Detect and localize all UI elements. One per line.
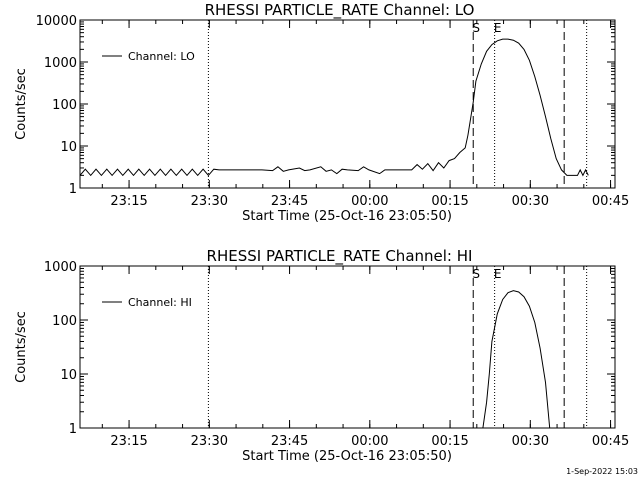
y-tick-label: 100	[52, 314, 77, 329]
y-tick-label: 10	[60, 140, 77, 155]
x-tick-label: 00:15	[431, 434, 468, 449]
marker-label-s: S	[472, 267, 480, 281]
y-tick-label: 100	[52, 98, 77, 113]
x-axis-label: Start Time (25-Oct-16 23:05:50)	[242, 209, 452, 224]
y-axis-label: Counts/sec	[14, 68, 29, 140]
chart-title: RHESSI PARTICLE_RATE Channel: HI	[207, 247, 473, 266]
y-tick-label: 1	[69, 422, 77, 437]
x-tick-label: 23:45	[271, 434, 308, 449]
y-tick-label: 1000	[44, 56, 77, 71]
x-tick-label: 23:30	[191, 434, 228, 449]
x-tick-label: 00:00	[351, 194, 388, 209]
plot-frame	[79, 265, 616, 429]
x-tick-label: 00:30	[512, 194, 549, 209]
x-tick-label: 00:15	[431, 194, 468, 209]
x-tick-label: 00:45	[592, 194, 629, 209]
y-axis-label: Counts/sec	[14, 311, 29, 383]
chart-panel-lo: RHESSI PARTICLE_RATE Channel: LO Counts/s…	[14, 1, 629, 224]
marker-label-e: E	[494, 267, 502, 281]
x-tick-label: 23:15	[110, 434, 147, 449]
x-tick-label: 23:15	[110, 194, 147, 209]
legend-label: Channel: HI	[128, 296, 192, 309]
y-tick-label: 10000	[36, 14, 77, 29]
y-tick-label: 1000	[44, 260, 77, 275]
x-axis-label: Start Time (25-Oct-16 23:05:50)	[242, 449, 452, 464]
y-tick-label: 10	[60, 368, 77, 383]
chart-panel-hi: RHESSI PARTICLE_RATE Channel: HI Counts/s…	[14, 247, 629, 464]
series-line-hi	[482, 290, 551, 428]
marker-label-e: E	[494, 21, 502, 35]
x-tick-label: 00:30	[512, 434, 549, 449]
x-tick-label: 23:45	[271, 194, 308, 209]
x-tick-label: 00:45	[592, 434, 629, 449]
series-line-lo	[80, 38, 589, 177]
y-tick-label: 1	[69, 182, 77, 197]
x-tick-label: 00:00	[351, 434, 388, 449]
legend-label: Channel: LO	[128, 50, 195, 63]
timestamp-label: 1-Sep-2022 15:03	[566, 467, 638, 476]
plot-frame	[79, 19, 616, 189]
marker-label-s: S	[472, 21, 480, 35]
chart-title: RHESSI PARTICLE_RATE Channel: LO	[205, 1, 475, 20]
x-tick-label: 23:30	[191, 194, 228, 209]
